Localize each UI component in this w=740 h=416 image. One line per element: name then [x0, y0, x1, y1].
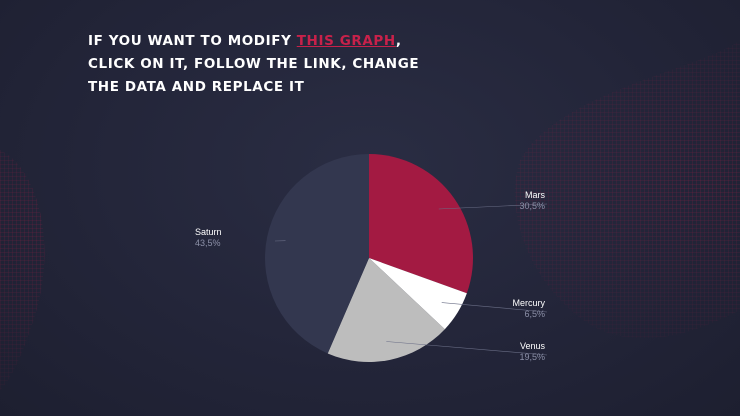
pie-slice-mercury[interactable]	[369, 258, 467, 330]
slice-label-venus: Venus	[520, 341, 546, 351]
slice-value-mars: 30,5%	[519, 201, 545, 211]
leader-line-mercury	[441, 302, 548, 313]
heading-line-2: click on it, follow the link, change	[88, 56, 420, 72]
slice-label-mercury: Mercury	[512, 298, 545, 308]
leader-line-mars	[438, 203, 548, 210]
heading-text-after-link: ,	[395, 33, 402, 49]
pie-slice-venus[interactable]	[327, 258, 445, 362]
heading-line-3: the data and replace it	[88, 79, 305, 95]
this-graph-link[interactable]: this graph	[296, 33, 396, 49]
instruction-heading: If you want to modify this graph, click o…	[88, 30, 419, 99]
slice-label-saturn: Saturn	[195, 227, 222, 237]
pie-slice-mars[interactable]	[369, 154, 473, 294]
slice-value-venus: 19,5%	[519, 352, 545, 362]
slice-value-saturn: 43,5%	[195, 238, 221, 248]
slice-label-mars: Mars	[525, 190, 545, 200]
slice-value-mercury: 6,5%	[524, 309, 545, 319]
pie-slice-saturn[interactable]	[264, 154, 369, 354]
leader-line-venus	[386, 341, 548, 356]
heading-text-before-link: If you want to modify	[88, 33, 297, 49]
